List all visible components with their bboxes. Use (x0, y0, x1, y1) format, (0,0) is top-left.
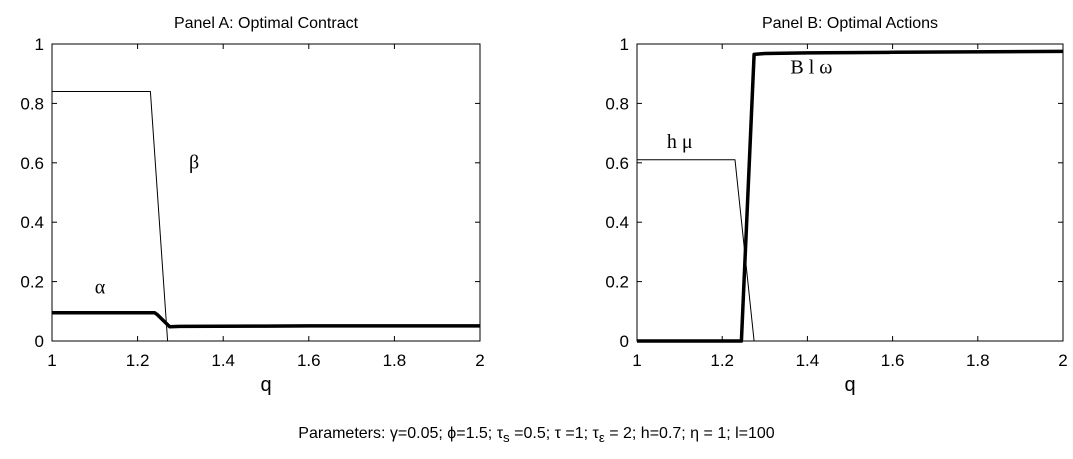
tau-epsilon-subscript: ε (598, 430, 605, 446)
panel-a-ytick-label: 1 (35, 35, 44, 54)
panel-a-xtick-label: 1.2 (126, 351, 150, 370)
panel-a-axes-box (51, 43, 481, 342)
panel-b-ytick-label: 1 (620, 35, 629, 54)
panel-b-annotation-2: B l ω (790, 57, 832, 79)
panel-a-series-line-2 (52, 91, 480, 342)
panel-b-xtick-label: 1.8 (966, 351, 990, 370)
panel-b-ytick-label: 0.4 (605, 213, 629, 232)
parameters-text-lead: Parameters: γ=0.05; ϕ=1.5; τ (298, 425, 504, 442)
panel-a-xtick-label: 1 (47, 351, 56, 370)
chart-figure: Panel A: Optimal Contract 1 1.2 1.4 1.6 1.8 2 0… (20, 15, 1067, 396)
panel-b-xtick-label: 1.4 (796, 351, 820, 370)
panel-b: Panel B: Optimal Actions 1 1.2 1.4 1.6 1.8 2 0 0… (605, 15, 1067, 396)
panel-a-ytick-label: 0.8 (20, 94, 44, 113)
parameters-caption: Parameters: γ=0.05; ϕ=1.5; τs =0.5; τ =1… (0, 425, 1073, 445)
parameters-text-middle: =0.5; τ =1; τ (509, 425, 599, 442)
parameters-text-end: = 2; h=0.7; η = 1; l=100 (604, 425, 775, 442)
panel-a-xtick-label: 1.4 (211, 351, 235, 370)
panel-b-axes-box (636, 43, 1064, 342)
panel-b-xtick-label: 1.6 (881, 351, 905, 370)
panel-a-xtick-label: 1.8 (383, 351, 407, 370)
panel-b-xtick-label: 1.2 (710, 351, 734, 370)
panel-b-ytick-label: 0.8 (605, 94, 629, 113)
panel-a-annotation-2: β (189, 152, 199, 174)
tau-s-subscript: s (503, 430, 510, 446)
panel-a-annotation-1: α (95, 276, 106, 298)
panel-b-ytick-label: 0.6 (605, 154, 629, 173)
panel-a-title: Panel A: Optimal Contract (174, 15, 359, 32)
panel-a-ytick-label: 0.2 (20, 273, 44, 292)
panel-a: Panel A: Optimal Contract 1 1.2 1.4 1.6 1.8 2 0… (20, 15, 484, 396)
panel-a-xtick-label: 2 (475, 351, 484, 370)
panel-b-annotation-1: h μ (667, 131, 693, 153)
panel-b-ytick-label: 0 (620, 332, 629, 351)
panel-b-series-line-2 (637, 159, 1063, 342)
panel-b-series-line-1 (637, 49, 1064, 343)
panel-a-xtick-label: 1.6 (297, 351, 321, 370)
panel-a-ytick-label: 0.6 (20, 154, 44, 173)
panel-b-title: Panel B: Optimal Actions (762, 15, 938, 32)
panel-b-xtick-label: 1 (632, 351, 641, 370)
panel-a-series-line-1 (52, 311, 480, 329)
panel-a-ytick-label: 0 (35, 332, 44, 351)
panel-b-ytick-label: 0.2 (605, 273, 629, 292)
panel-a-xlabel: q (260, 374, 271, 396)
panel-a-ytick-label: 0.4 (20, 213, 44, 232)
panel-b-xtick-label: 2 (1058, 351, 1067, 370)
panel-b-xlabel: q (844, 374, 855, 396)
